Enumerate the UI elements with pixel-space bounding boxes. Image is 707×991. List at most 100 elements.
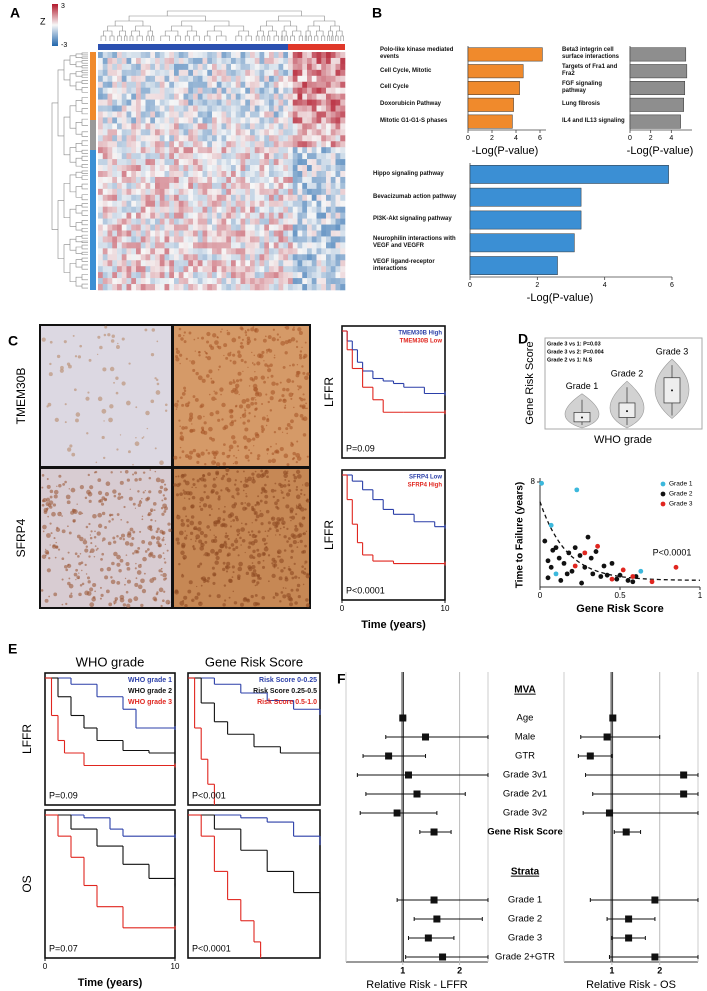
stain-dot (212, 381, 215, 384)
heatmap-cell (259, 254, 265, 261)
row-label: Grade 2 (508, 914, 542, 925)
dendrogram (166, 10, 302, 16)
heatmap-cell (307, 141, 313, 148)
heatmap-cell (245, 206, 251, 213)
stain-dot (188, 580, 193, 585)
heatmap-cell (240, 81, 246, 88)
stain-dot (206, 525, 210, 529)
stain-dot (196, 479, 200, 483)
stain-dot (251, 579, 256, 584)
heatmap-cell (150, 141, 156, 148)
stain-dot (216, 345, 220, 348)
heatmap-cell (259, 159, 265, 166)
heatmap-cell (254, 260, 260, 267)
stain-dot (260, 425, 264, 429)
stain-dot (265, 470, 268, 473)
stain-dot (97, 523, 103, 528)
heatmap-cell (136, 230, 142, 237)
heatmap-cell (126, 200, 132, 207)
heatmap-cell (197, 218, 203, 225)
point (569, 568, 575, 574)
heatmap-cell (150, 176, 156, 184)
heatmap-cell (231, 75, 237, 83)
heatmap-cell (264, 272, 270, 279)
heatmap-cell (321, 159, 327, 166)
stain-dot (175, 537, 180, 542)
stain-dot (78, 511, 82, 515)
heatmap-cell (321, 99, 327, 106)
y-axis-label: LFFR (322, 377, 336, 407)
heatmap-cell (145, 117, 151, 124)
heatmap-cell (292, 278, 298, 285)
heatmap-cell (283, 153, 289, 160)
stain-dot (288, 489, 292, 493)
heatmap-cell (150, 272, 156, 279)
heatmap-cell (240, 272, 246, 279)
stain-dot (206, 331, 211, 337)
stain-dot (290, 443, 294, 447)
heatmap-cell (278, 57, 284, 65)
heatmap-cell (159, 105, 165, 112)
stain-dot (200, 336, 205, 340)
stain-dot (75, 578, 77, 581)
p-value: P=0.09 (346, 443, 375, 453)
heatmap-cell (254, 75, 260, 83)
stain-dot (214, 391, 218, 395)
heatmap-cell (183, 266, 189, 273)
heatmap-cell (174, 135, 180, 142)
heatmap-cell (250, 212, 256, 219)
heatmap-cell (269, 236, 275, 243)
row-label: Gene Risk Score (487, 827, 563, 838)
heatmap-cell (316, 69, 322, 77)
stain-dot (49, 340, 53, 344)
stain-dot (194, 540, 197, 542)
heatmap-cell (278, 218, 284, 225)
heatmap-cell (126, 182, 132, 190)
stain-dot (57, 511, 62, 517)
dendrogram (308, 35, 312, 41)
heatmap-cell (259, 260, 265, 267)
stain-dot (220, 489, 223, 492)
stain-dot (217, 495, 221, 498)
stain-dot (116, 513, 120, 516)
heatmap-cell (121, 117, 127, 124)
stain-dot (295, 469, 301, 475)
heatmap-cell (273, 165, 279, 172)
heatmap-cell (136, 248, 142, 255)
stain-dot (257, 577, 260, 580)
heatmap-cell (311, 266, 317, 273)
stain-dot (282, 587, 285, 589)
heatmap-cell (278, 176, 284, 184)
heatmap-cell (121, 242, 127, 249)
dendrogram (69, 73, 76, 87)
stain-dot (208, 513, 212, 517)
dendrogram (184, 35, 190, 41)
heatmap-cell (254, 182, 260, 190)
heatmap-cell (335, 278, 341, 285)
heatmap-cell (202, 260, 208, 267)
heatmap-cell (226, 272, 232, 279)
heatmap-cell (259, 87, 265, 94)
heatmap-cell (193, 272, 199, 279)
heatmap-cell (126, 171, 132, 178)
bar (469, 165, 669, 184)
heatmap-cell (121, 176, 127, 184)
heatmap-cell (330, 254, 336, 261)
stain-dot (121, 337, 125, 341)
heatmap-cell (254, 200, 260, 207)
stain-dot (105, 481, 111, 487)
heatmap-cell (235, 87, 241, 94)
stain-dot (46, 478, 49, 481)
heatmap-cell (292, 87, 298, 94)
heatmap-cell (269, 182, 275, 190)
heatmap-cell (340, 75, 346, 83)
stain-dot (124, 583, 126, 586)
heatmap-cell (112, 135, 118, 142)
stain-dot (205, 495, 210, 500)
heatmap-cell (250, 129, 256, 136)
heatmap-cell (140, 171, 146, 178)
stain-dot (179, 362, 181, 365)
heatmap-cell (159, 188, 165, 196)
stain-dot (246, 336, 251, 340)
heatmap-cell (126, 111, 132, 118)
